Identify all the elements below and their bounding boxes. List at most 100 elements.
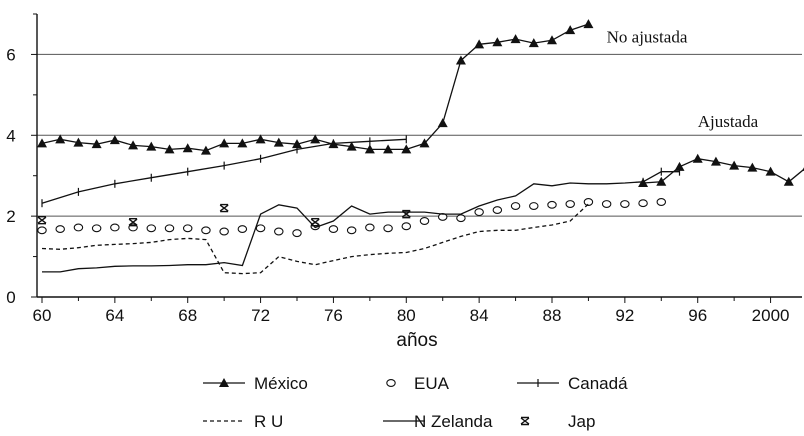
series-line-n-zelanda	[42, 181, 644, 273]
data-point-mexico	[146, 141, 157, 151]
data-point-mexico	[128, 140, 139, 150]
legend-label: R U	[254, 412, 283, 431]
y-tick-label: 2	[6, 207, 15, 226]
legend-swatch-marker	[219, 378, 229, 387]
data-point-mexico	[510, 34, 521, 44]
data-point-eua	[274, 227, 284, 236]
legend-label: México	[254, 374, 308, 393]
series-r-u	[41, 203, 589, 275]
series-line-mexico	[41, 23, 589, 152]
series-line-mexico	[643, 158, 804, 184]
data-point-eua	[474, 208, 484, 217]
x-tick-label: 76	[324, 306, 343, 325]
data-point-mexico	[565, 25, 576, 35]
data-point-mexico	[710, 156, 721, 166]
series-mexico	[37, 19, 594, 155]
data-point-mexico	[547, 35, 557, 45]
data-point-eua	[255, 224, 266, 233]
legend-item-r-u: R U	[203, 412, 283, 431]
data-point-mexico	[747, 162, 758, 172]
data-point-eua	[365, 223, 375, 232]
data-point-mexico	[455, 55, 466, 65]
x-tick-label: 60	[33, 306, 52, 325]
data-point-eua	[456, 214, 466, 223]
data-point-mexico	[692, 153, 703, 163]
legend-item-mexico: México	[203, 374, 308, 393]
data-point-jap	[37, 215, 47, 225]
data-point-mexico	[109, 135, 120, 145]
data-point-eua	[237, 225, 248, 234]
data-point-eua	[401, 222, 412, 231]
series-line-r-u	[41, 203, 589, 275]
data-point-mexico	[437, 118, 448, 128]
data-point-jap	[401, 209, 411, 219]
data-point-mexico	[729, 160, 740, 170]
x-tick-label: 88	[543, 306, 562, 325]
data-point-mexico	[783, 176, 794, 186]
data-point-mexico	[401, 144, 412, 154]
x-tick-label: 2000	[752, 306, 790, 325]
data-point-mexico	[364, 144, 375, 154]
x-tick-label: 80	[397, 306, 416, 325]
data-point-mexico	[310, 134, 321, 144]
annotation-no-ajustada: No ajustada	[607, 27, 688, 46]
data-point-eua	[383, 224, 393, 233]
y-tick-label: 6	[6, 45, 15, 64]
x-tick-label: 96	[688, 306, 707, 325]
series-mexico	[638, 153, 804, 187]
data-point-mexico	[255, 134, 266, 144]
data-point-eua	[91, 224, 102, 233]
series-eua	[37, 198, 667, 238]
data-point-eua	[565, 200, 575, 208]
data-point-mexico	[583, 19, 594, 29]
legend-item-eua: EUA	[386, 374, 450, 393]
legend-swatch-marker	[520, 416, 530, 426]
data-point-eua	[419, 217, 430, 225]
data-point-eua	[547, 200, 557, 209]
data-point-mexico	[200, 145, 211, 155]
data-point-mexico	[528, 38, 539, 48]
legend-item-canada: Canadá	[517, 374, 628, 393]
x-tick-label: 72	[251, 306, 270, 325]
data-point-eua	[73, 223, 84, 232]
data-point-mexico	[346, 141, 357, 151]
series-canada	[41, 135, 407, 208]
series-jap	[37, 203, 411, 227]
data-point-mexico	[182, 143, 193, 153]
data-point-mexico	[164, 144, 175, 154]
x-tick-label: 68	[178, 306, 197, 325]
legend-label: Jap	[568, 412, 595, 431]
x-axis-title: años	[396, 330, 437, 351]
legend-label: EUA	[414, 374, 450, 393]
data-point-mexico	[765, 166, 776, 176]
data-point-eua	[110, 223, 120, 232]
series-n-zelanda	[42, 181, 644, 273]
y-tick-label: 4	[6, 126, 15, 145]
data-point-mexico	[55, 134, 66, 144]
legend-label: Canadá	[568, 374, 628, 393]
data-point-eua	[292, 229, 302, 238]
data-point-eua	[219, 227, 229, 236]
data-point-jap	[310, 218, 320, 227]
data-point-eua	[510, 202, 521, 210]
y-tick-label: 0	[6, 288, 15, 307]
data-point-eua	[620, 200, 630, 208]
data-point-mexico	[237, 138, 248, 148]
data-point-mexico	[292, 139, 302, 149]
legend-item-n-zelanda: N Zelanda	[383, 412, 493, 431]
annotation-ajustada: Ajustada	[698, 112, 759, 131]
data-point-mexico	[37, 138, 47, 148]
data-point-mexico	[383, 144, 394, 154]
data-point-eua	[182, 224, 193, 233]
x-tick-label: 92	[615, 306, 634, 325]
legend-swatch-marker	[386, 379, 396, 387]
data-point-mexico	[656, 176, 667, 186]
data-point-mexico	[492, 37, 503, 47]
data-point-mexico	[674, 161, 685, 171]
legend-label: N Zelanda	[414, 412, 493, 431]
data-point-mexico	[474, 39, 485, 49]
data-point-eua	[529, 202, 539, 210]
data-point-eua	[55, 225, 65, 234]
data-point-eua	[492, 206, 503, 215]
